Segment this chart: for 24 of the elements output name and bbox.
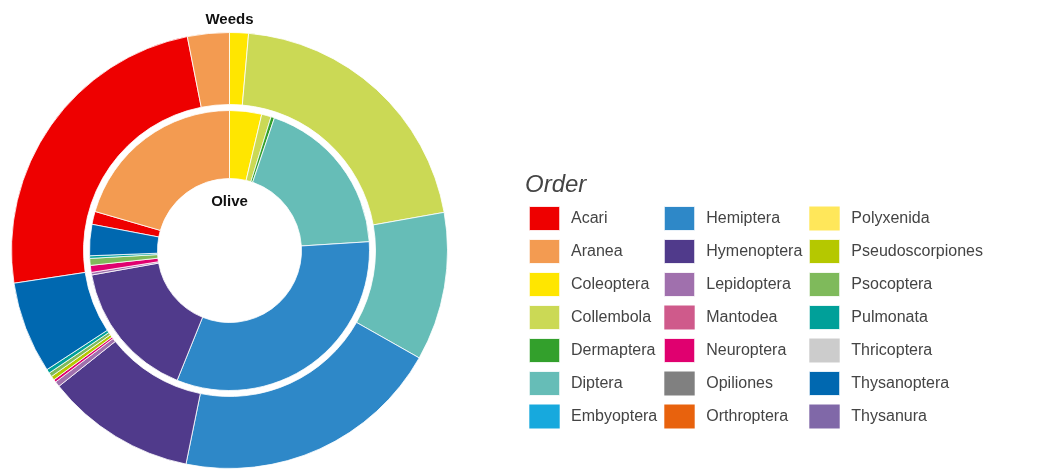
legend-label: Dermaptera	[571, 341, 656, 359]
legend-label: Opiliones	[706, 374, 773, 392]
legend-label: Neuroptera	[706, 341, 787, 359]
legend-label: Embyoptera	[571, 407, 658, 425]
legend-label: Diptera	[571, 374, 623, 392]
legend-label: Thricoptera	[851, 341, 933, 359]
legend-label: Coleoptera	[571, 275, 650, 293]
legend-label: Hemiptera	[706, 209, 781, 227]
legend-label: Thysanura	[851, 407, 927, 425]
legend-label: Polyxenida	[851, 209, 930, 227]
legend-label: Acari	[571, 209, 608, 227]
legend-label: Psocoptera	[851, 275, 933, 293]
legend-label: Thysanoptera	[851, 374, 950, 392]
legend-label: Pseudoscorpiones	[851, 242, 983, 260]
legend-label: Mantodea	[706, 308, 778, 326]
legend-label: Aranea	[571, 242, 623, 260]
legend-label: Orthroptera	[706, 407, 789, 425]
slice-label: Olive	[211, 192, 248, 209]
legend-label: Lepidoptera	[706, 275, 791, 293]
slice-label: Weeds	[205, 10, 254, 27]
legend-label: Hymenoptera	[706, 242, 803, 260]
legend-title: Order	[525, 170, 588, 198]
legend-label: Pulmonata	[851, 308, 928, 326]
legend-label: Collembola	[571, 308, 652, 326]
